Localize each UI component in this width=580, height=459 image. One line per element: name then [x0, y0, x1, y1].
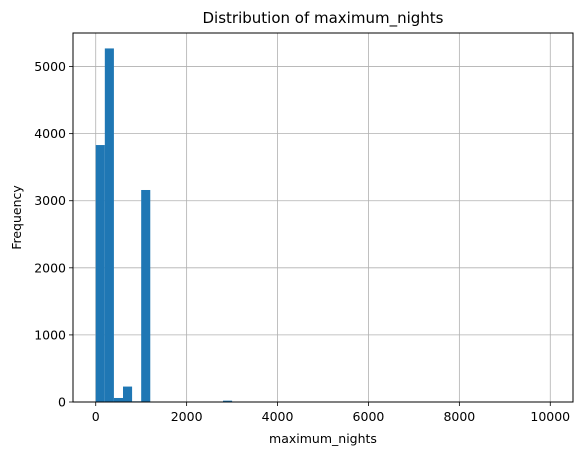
x-tick-label: 8000 — [443, 409, 475, 424]
y-tick-label: 1000 — [34, 327, 66, 342]
y-tick-label: 3000 — [34, 193, 66, 208]
y-tick-label: 4000 — [34, 126, 66, 141]
histogram-bar — [105, 48, 114, 402]
chart-title: Distribution of maximum_nights — [203, 9, 444, 28]
x-tick-label: 0 — [92, 409, 100, 424]
histogram-bar — [114, 398, 123, 402]
ticks-layer: 0 2000 4000 6000 8000 10000 0 1000 2000 3000 4000 5… — [34, 59, 570, 424]
y-tick-label: 2000 — [34, 260, 66, 275]
x-tick-label: 4000 — [262, 409, 294, 424]
x-tick-label: 6000 — [353, 409, 385, 424]
x-tick-label: 10000 — [530, 409, 570, 424]
histogram-bar — [96, 145, 105, 402]
y-tick-label: 5000 — [34, 59, 66, 74]
x-axis-label: maximum_nights — [269, 431, 377, 446]
y-tick-label: 0 — [58, 395, 66, 410]
x-tick-label: 2000 — [171, 409, 203, 424]
histogram-bar — [123, 387, 132, 402]
y-axis-label: Frequency — [9, 185, 24, 250]
histogram-bar — [141, 190, 150, 402]
bars-layer — [96, 48, 551, 402]
